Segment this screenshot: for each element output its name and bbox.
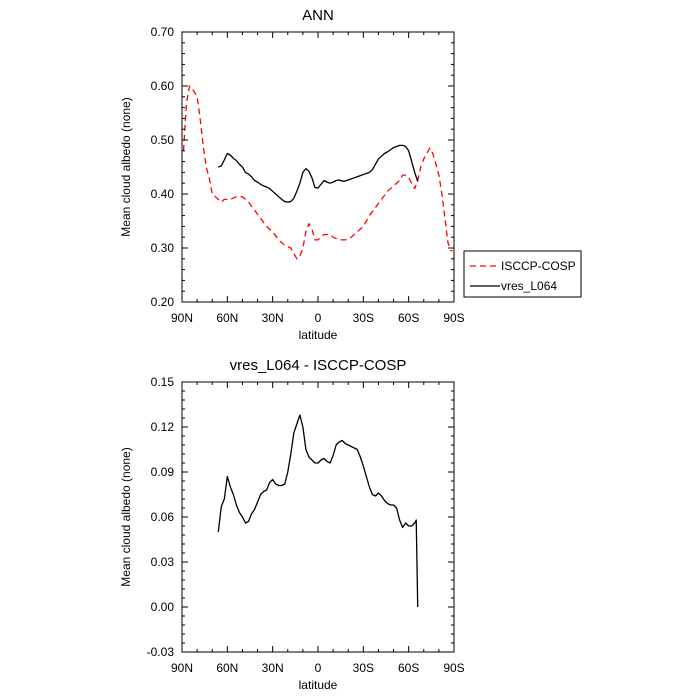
x-tick-label: 0 <box>315 661 322 675</box>
legend-label: ISCCP-COSP <box>501 259 576 273</box>
series-line-vres-l064-isccp-cosp <box>217 414 419 608</box>
x-tick-label: 30S <box>353 311 374 325</box>
y-tick-label: 0.60 <box>151 79 175 93</box>
x-axis-label: latitude <box>299 328 338 342</box>
y-tick-label: -0.03 <box>147 645 175 659</box>
panel-bottom-difference: vres_L064 - ISCCP-COSP 90N 60N 30N 0 30S 60S 90… <box>119 357 465 692</box>
y-tick-label: 0.30 <box>151 241 175 255</box>
x-axis-label: latitude <box>299 678 338 692</box>
x-tick-label: 0 <box>315 311 322 325</box>
y-tick-label: 0.00 <box>151 600 175 614</box>
x-tick-label: 60N <box>216 311 238 325</box>
x-tick-label: 30N <box>262 661 284 675</box>
y-tick-label: 0.09 <box>151 465 175 479</box>
series-line-vres-l064 <box>218 144 419 203</box>
chart-title: ANN <box>302 7 334 24</box>
x-tick-label: 90S <box>443 661 464 675</box>
x-tick-label: 60N <box>216 661 238 675</box>
x-tick-label: 90N <box>171 311 193 325</box>
chart-title: vres_L064 - ISCCP-COSP <box>230 357 407 374</box>
y-tick-label: 0.15 <box>151 375 175 389</box>
y-axis-label: Mean cloud albedo (none) <box>119 97 133 236</box>
x-tick-label: 90N <box>171 661 193 675</box>
legend-box <box>463 250 582 298</box>
x-tick-label: 90S <box>443 311 464 325</box>
legend: ISCCP-COSP vres_L064 <box>463 250 582 298</box>
x-tick-label: 60S <box>398 311 419 325</box>
series-line-isccp-cosp <box>182 85 453 260</box>
y-tick-label: 0.06 <box>151 510 175 524</box>
panel-top-annual-albedo: ANN 90N 60N 30N 0 30S 60S 90S 0.20 0.30 0.40 0.50 0.… <box>119 7 465 342</box>
plot-frame <box>181 381 455 653</box>
x-tick-label: 60S <box>398 661 419 675</box>
legend-label: vres_L064 <box>501 279 557 293</box>
x-tick-label: 30S <box>353 661 374 675</box>
y-tick-label: 0.20 <box>151 295 175 309</box>
y-tick-label: 0.40 <box>151 187 175 201</box>
x-tick-label: 30N <box>262 311 284 325</box>
y-axis-label: Mean cloud albedo (none) <box>119 447 133 586</box>
y-tick-label: 0.03 <box>151 555 175 569</box>
y-tick-label: 0.12 <box>151 420 175 434</box>
y-tick-label: 0.50 <box>151 133 175 147</box>
y-tick-label: 0.70 <box>151 25 175 39</box>
